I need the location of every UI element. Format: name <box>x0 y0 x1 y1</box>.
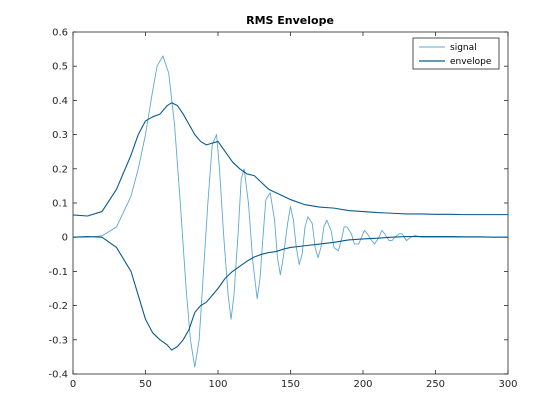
y-tick-label: -0.4 <box>48 370 68 381</box>
y-tick-label: 0.6 <box>52 28 68 39</box>
series-line-envelope-lower <box>72 235 508 351</box>
chart-title: RMS Envelope <box>246 14 334 27</box>
plot-area: 0 50 100 150 200 250 300 -0.4 -0.3 -0.2 -0.1 0 0.1 0.… <box>48 28 517 391</box>
legend-box <box>412 37 500 70</box>
y-tick-label: 0 <box>62 233 68 244</box>
x-tick-label: 150 <box>281 379 300 390</box>
x-tick-label: 100 <box>208 379 227 390</box>
series-line-signal <box>73 55 508 368</box>
y-tick-label: 0.3 <box>52 130 68 141</box>
y-tick-label: 0.1 <box>52 199 68 210</box>
y-tick-label: -0.2 <box>48 301 68 312</box>
x-tick-label: 250 <box>426 379 445 390</box>
x-tick-label: 50 <box>139 379 152 390</box>
legend-envelope-label: envelope <box>450 57 492 67</box>
y-tick-label: -0.1 <box>48 267 68 278</box>
y-tick-label: 0.2 <box>52 164 68 175</box>
x-tick-label: 300 <box>498 379 517 390</box>
x-tick-label: 200 <box>353 379 372 390</box>
series-line-envelope <box>72 102 508 217</box>
y-tick-label: 0.4 <box>52 96 68 107</box>
legend: signal envelope <box>412 37 500 70</box>
y-tick-label: 0.5 <box>52 62 68 73</box>
legend-signal-label: signal <box>450 43 477 53</box>
y-tick-label: -0.3 <box>48 335 68 346</box>
x-tick-label: 0 <box>70 379 76 390</box>
